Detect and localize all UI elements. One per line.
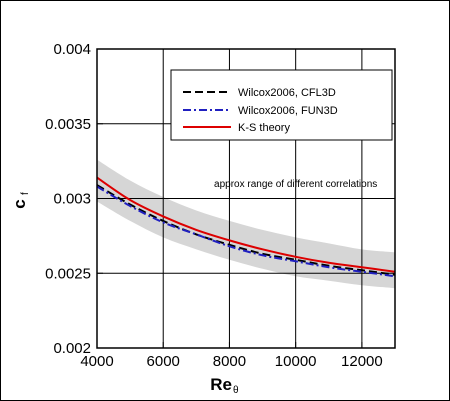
legend: Wilcox2006, CFL3D Wilcox2006, FUN3D K-S … <box>170 69 393 141</box>
x-axis-label: Re <box>210 375 232 394</box>
y-axis-label-subscript: f <box>20 192 31 195</box>
x-axis-label-subscript: θ <box>233 385 239 396</box>
y-tick-label-1: 0.0025 <box>45 265 91 282</box>
band-annotation: approx range of different correlations <box>214 179 377 190</box>
legend-label-ks-theory: K-S theory <box>238 122 290 134</box>
x-tick-label-1: 6000 <box>147 353 180 370</box>
uncertainty-band-layer <box>97 159 395 289</box>
uncertainty-band <box>97 159 395 289</box>
ticks-layer: 4000 6000 8000 10000 12000 0.002 0.0025 0.003 0.… <box>45 41 383 370</box>
y-tick-label-4: 0.004 <box>53 41 91 58</box>
x-tick-label-0: 4000 <box>80 353 113 370</box>
y-tick-label-3: 0.0035 <box>45 116 91 133</box>
y-tick-label-0: 0.002 <box>53 340 91 357</box>
legend-label-cfl3d: Wilcox2006, CFL3D <box>238 87 336 99</box>
series-line-0 <box>96 184 396 276</box>
x-tick-label-3: 10000 <box>275 353 317 370</box>
y-axis-label: c <box>10 199 29 208</box>
series-line-1 <box>96 185 396 278</box>
series-line-2 <box>96 176 396 273</box>
series-layer <box>96 176 396 278</box>
x-tick-label-2: 8000 <box>213 353 246 370</box>
legend-label-fun3d: Wilcox2006, FUN3D <box>238 105 338 117</box>
legend-box <box>170 69 393 141</box>
x-tick-label-4: 12000 <box>341 353 383 370</box>
y-tick-label-2: 0.003 <box>53 191 91 208</box>
